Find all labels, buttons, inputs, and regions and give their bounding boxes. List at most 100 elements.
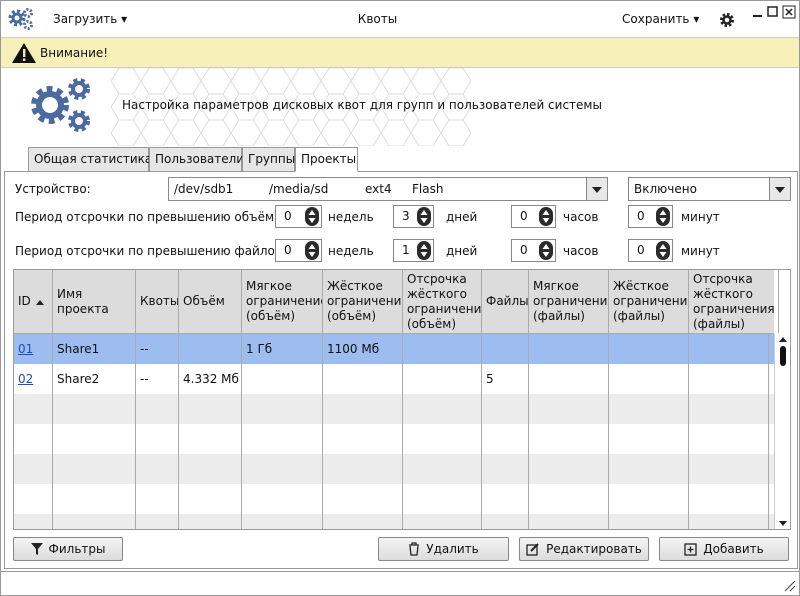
table-cell — [242, 454, 323, 484]
dropdown-button[interactable] — [769, 178, 790, 200]
spin-buttons[interactable] — [417, 241, 431, 260]
table-cell — [136, 514, 179, 529]
table-cell — [689, 514, 769, 529]
table-cell — [179, 334, 242, 364]
table-cell — [323, 424, 403, 454]
table-cell — [403, 424, 482, 454]
button-label: Фильтры — [48, 542, 106, 556]
table-row[interactable]: 02 Share2 -- 4.332 Мб 5 — [14, 364, 774, 394]
table-cell — [14, 454, 53, 484]
column-header[interactable]: Отсрочка жёсткого ограничения (файлы) — [689, 270, 779, 333]
column-title: Имя проекта — [57, 286, 109, 316]
table-cell: 4.332 Мб — [179, 364, 242, 394]
project-id-link[interactable]: 02 — [18, 372, 34, 386]
tab[interactable]: Пользователи — [149, 147, 244, 172]
save-label: Сохранить — [622, 12, 690, 26]
spin-value: 1 — [402, 243, 410, 257]
column-title: ID — [18, 294, 31, 308]
header-icon — [31, 78, 90, 132]
table-cell — [14, 394, 53, 424]
load-menu[interactable]: Загрузить ▾ — [53, 12, 128, 26]
device-name: Flash — [412, 182, 444, 196]
spin-value: 0 — [637, 209, 645, 223]
table-cell — [529, 514, 609, 529]
table-cell — [403, 454, 482, 484]
column-header[interactable]: Мягкое ограничение (файлы) — [529, 270, 609, 333]
table-cell: 1100 Мб — [323, 334, 403, 364]
spin-buttons[interactable] — [539, 241, 553, 260]
filters-button[interactable]: Фильтры — [13, 537, 123, 561]
column-title: Файлы — [486, 294, 529, 308]
device-select[interactable]: /dev/sdb1 /media/sd ext4 Flash — [168, 177, 608, 201]
column-header[interactable]: Имя проекта — [53, 270, 136, 333]
table-cell — [403, 514, 482, 529]
edit-button[interactable]: Редактировать — [519, 537, 649, 561]
warning-text: Внимание! — [40, 46, 109, 60]
column-title: Отсрочка жёсткого ограничения (файлы) — [693, 271, 775, 331]
spin-buttons[interactable] — [656, 207, 670, 226]
spinbox[interactable]: 3 — [393, 205, 434, 228]
column-header[interactable]: Мягкое ограничение (объём) — [242, 270, 323, 333]
spinbox[interactable]: 0 — [628, 239, 673, 262]
table-cell — [403, 334, 482, 364]
settings-button[interactable] — [719, 12, 735, 28]
column-header[interactable]: ID — [14, 270, 53, 333]
table-cell — [529, 484, 609, 514]
column-header[interactable]: Объём — [179, 270, 242, 333]
button-label: Добавить — [703, 542, 764, 556]
toolbar — [1, 1, 799, 38]
spinbox[interactable]: 0 — [628, 205, 673, 228]
table-cell: -- — [136, 334, 179, 364]
save-menu[interactable]: Сохранить ▾ — [622, 12, 700, 26]
empty-row — [14, 394, 774, 424]
spinbox[interactable]: 0 — [511, 239, 556, 262]
table-cell — [136, 484, 179, 514]
table-cell — [482, 484, 529, 514]
spin-buttons[interactable] — [305, 241, 319, 260]
window-title: Квоты — [357, 12, 398, 26]
table-cell — [242, 484, 323, 514]
column-header[interactable]: Отсрочка жёсткого ограничения (объём) — [403, 270, 482, 333]
table-cell — [689, 484, 769, 514]
delete-button[interactable]: Удалить — [378, 537, 509, 561]
add-button[interactable]: Добавить — [659, 537, 789, 561]
cell-text: Share1 — [57, 342, 100, 356]
table-cell — [529, 454, 609, 484]
table-cell: Share1 — [53, 334, 136, 364]
status-bar — [1, 571, 799, 595]
column-header[interactable]: Жёсткое ограничение (файлы) — [609, 270, 689, 333]
resize-grip[interactable] — [783, 579, 797, 593]
dropdown-button[interactable] — [586, 178, 607, 200]
spin-buttons[interactable] — [539, 207, 553, 226]
tab-panel — [4, 171, 798, 569]
projects-table: ID Имя проекта Квоты Объём Мягкое ограничени… — [13, 269, 791, 530]
project-id-link[interactable]: 01 — [18, 342, 34, 356]
column-header[interactable]: Файлы — [482, 270, 529, 333]
spinbox[interactable]: 0 — [275, 239, 322, 262]
table-cell — [529, 334, 609, 364]
column-header[interactable]: Квоты — [136, 270, 179, 333]
spinbox[interactable]: 0 — [511, 205, 556, 228]
spin-buttons[interactable] — [417, 207, 431, 226]
table-cell — [242, 394, 323, 424]
column-header[interactable]: Жёсткое ограничение (объём) — [323, 270, 403, 333]
unit-label: часов — [563, 244, 599, 258]
tab[interactable]: Проекты — [295, 147, 358, 172]
table-cell — [323, 484, 403, 514]
status-select[interactable]: Включено — [628, 177, 791, 201]
window-controls[interactable] — [751, 4, 799, 20]
spin-buttons[interactable] — [656, 241, 670, 260]
cell-text: 4.332 Мб — [183, 372, 239, 386]
spinbox[interactable]: 0 — [275, 205, 322, 228]
empty-row — [14, 514, 774, 529]
spin-value: 3 — [402, 209, 410, 223]
table-cell — [136, 394, 179, 424]
scrollbar[interactable] — [774, 334, 790, 529]
tab[interactable]: Общая статистика — [28, 147, 152, 172]
table-cell — [609, 394, 689, 424]
spin-buttons[interactable] — [305, 207, 319, 226]
tab[interactable]: Группы — [242, 147, 295, 172]
table-cell — [689, 334, 769, 364]
table-row[interactable]: 01 Share1 -- 1 Гб 1100 Мб — [14, 334, 774, 364]
spinbox[interactable]: 1 — [393, 239, 434, 262]
